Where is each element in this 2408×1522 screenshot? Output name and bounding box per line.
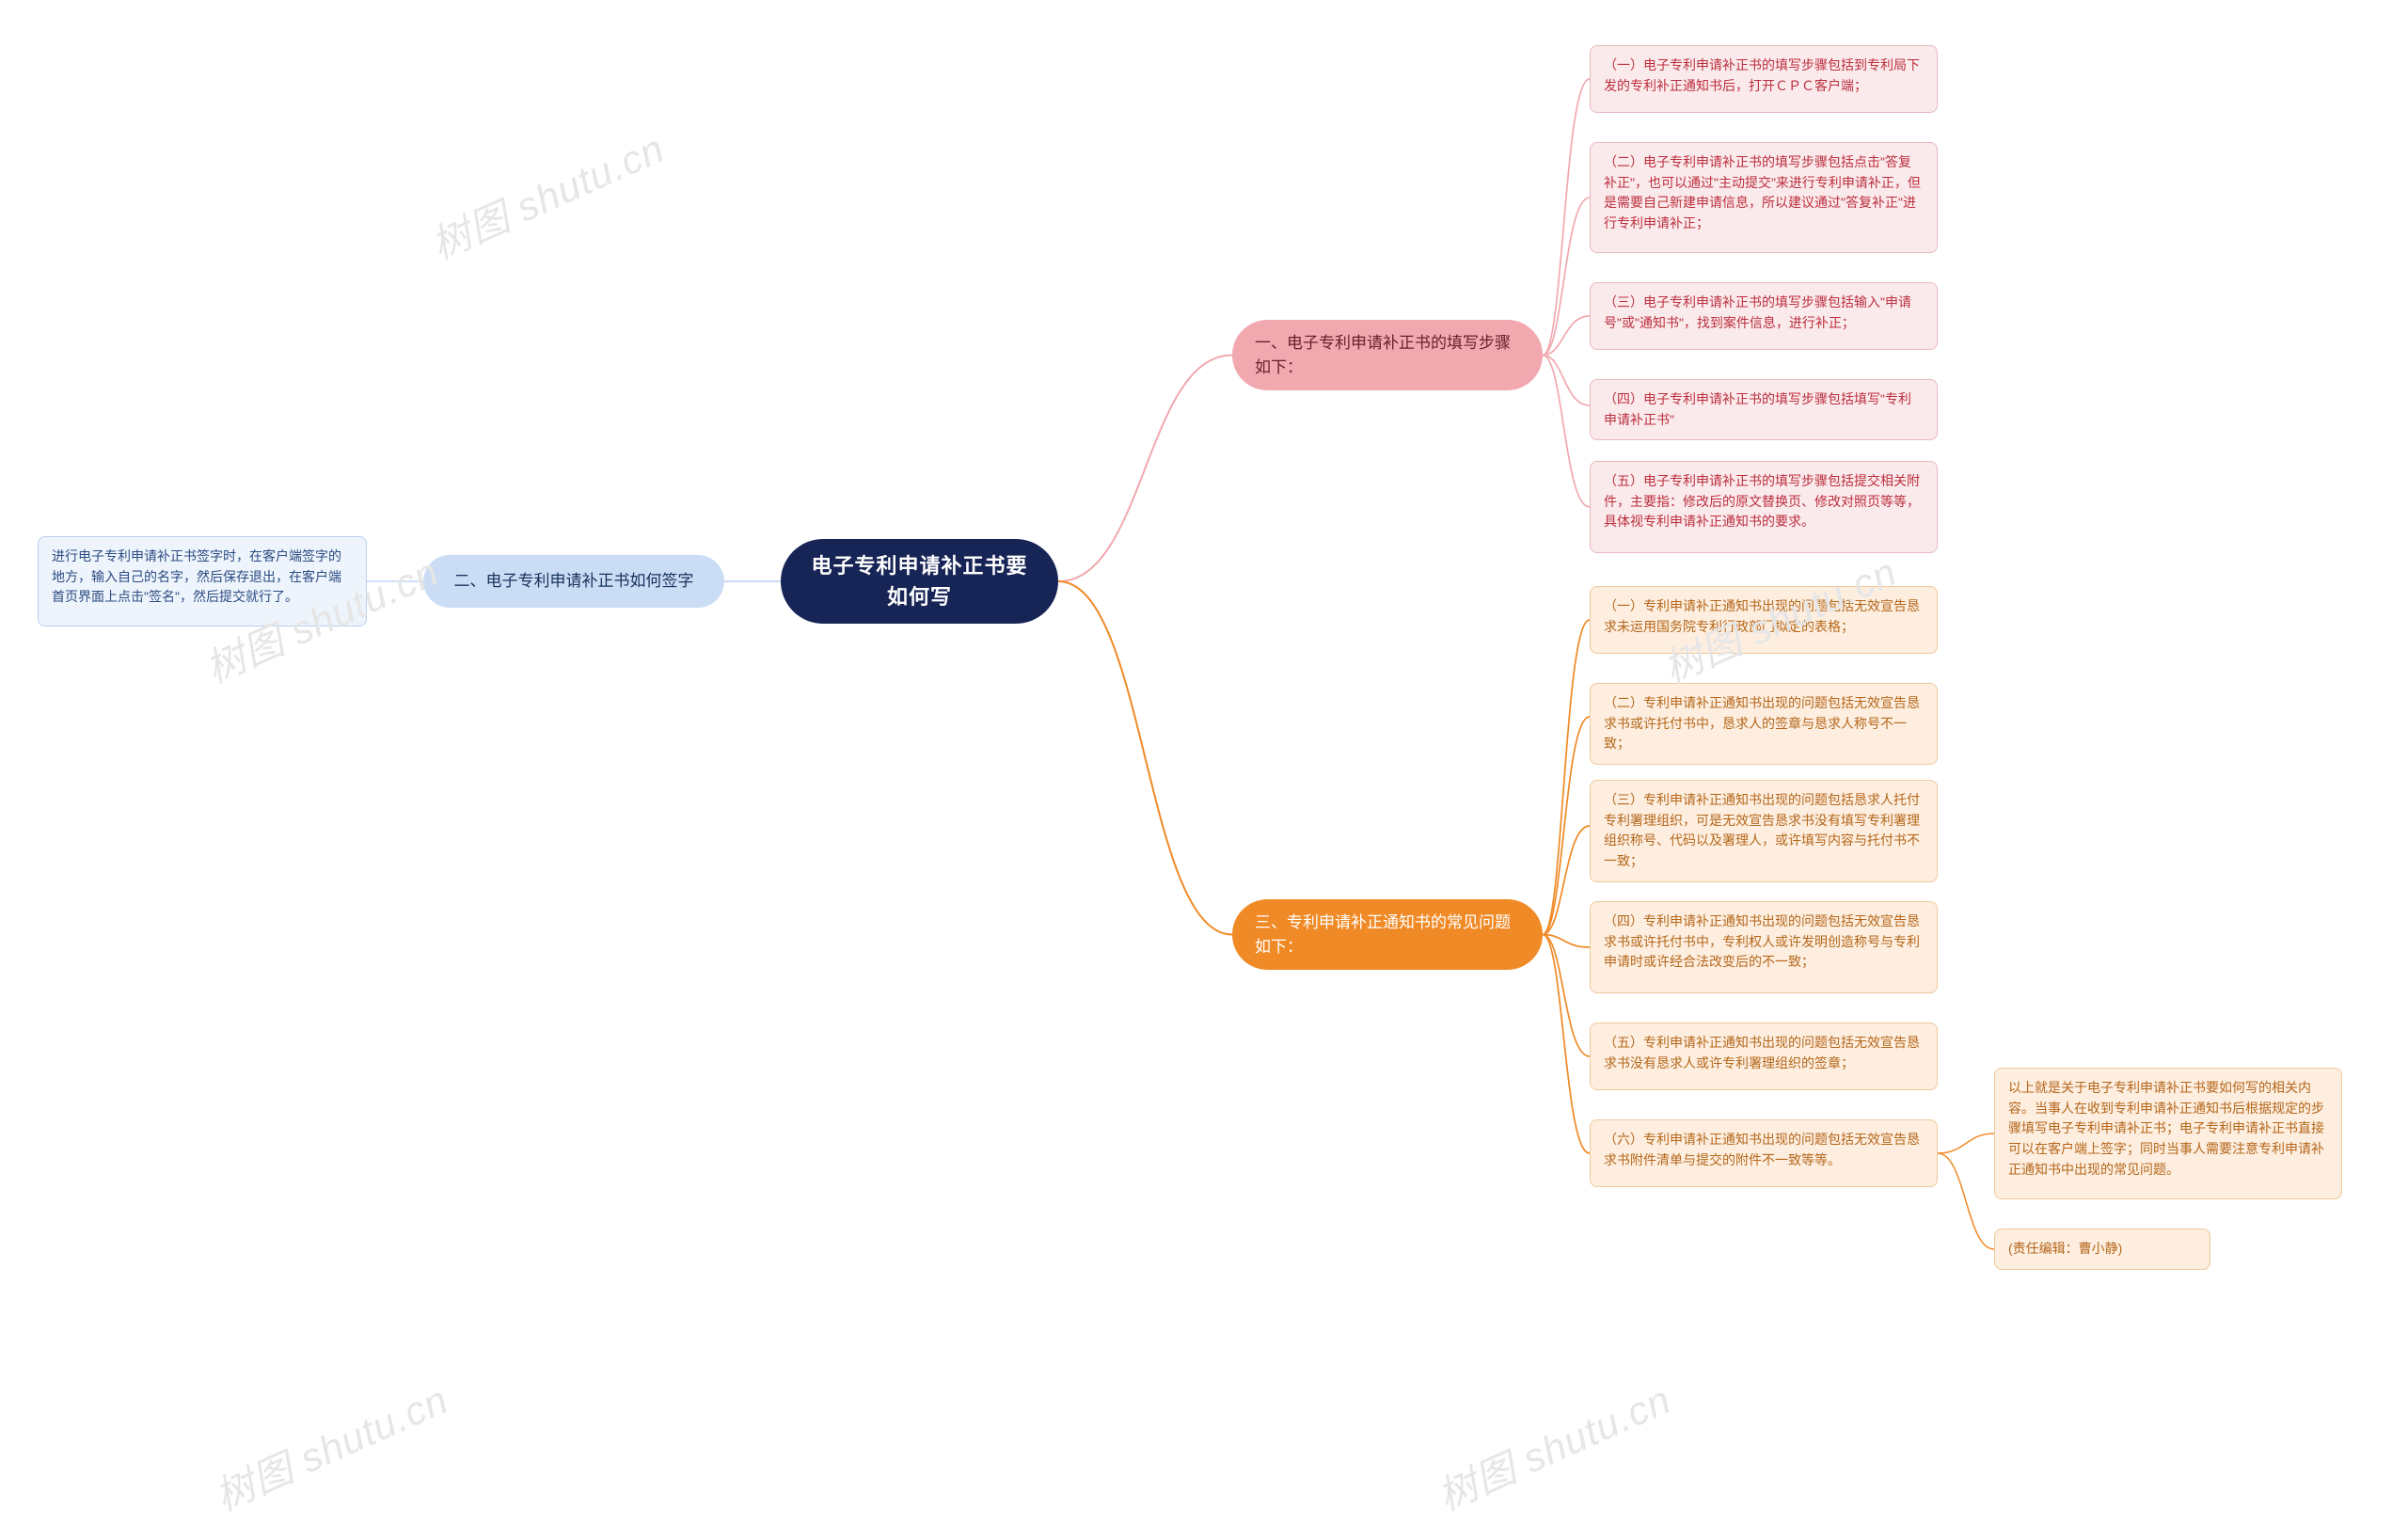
- branch-3-leaf-4[interactable]: （五）专利申请补正通知书出现的问题包括无效宣告恳求书没有恳求人或许专利署理组织的…: [1590, 1023, 1938, 1090]
- branch-3-leaf-5[interactable]: （六）专利申请补正通知书出现的问题包括无效宣告恳求书附件清单与提交的附件不一致等…: [1590, 1119, 1938, 1187]
- watermark-3: 树图 shutu.cn: [1428, 1369, 1679, 1522]
- branch-3-leaf-3[interactable]: （四）专利申请补正通知书出现的问题包括无效宣告恳求书或许托付书中，专利权人或许发…: [1590, 901, 1938, 993]
- branch-3-leaf-1[interactable]: （二）专利申请补正通知书出现的问题包括无效宣告恳求书或许托付书中，恳求人的签章与…: [1590, 683, 1938, 765]
- root-node[interactable]: 电子专利申请补正书要如何写: [781, 539, 1058, 624]
- watermark-2: 树图 shutu.cn: [205, 1369, 456, 1522]
- branch-1-label: 一、电子专利申请补正书的填写步骤如下：: [1255, 331, 1520, 379]
- branch-1-leaf-4[interactable]: （五）电子专利申请补正书的填写步骤包括提交相关附件，主要指：修改后的原文替换页、…: [1590, 461, 1938, 553]
- connectors: [0, 0, 2408, 1514]
- mindmap-canvas: 电子专利申请补正书要如何写 一、电子专利申请补正书的填写步骤如下： 二、电子专利…: [0, 0, 2408, 1514]
- branch-2-leaf-0[interactable]: 进行电子专利申请补正书签字时，在客户端签字的地方，输入自己的名字，然后保存退出，…: [38, 536, 367, 626]
- watermark-4: 树图 shutu.cn: [421, 118, 673, 272]
- branch-1-leaf-1[interactable]: （二）电子专利申请补正书的填写步骤包括点击"答复补正"，也可以通过"主动提交"来…: [1590, 142, 1938, 253]
- branch-3-label: 三、专利申请补正通知书的常见问题如下：: [1255, 911, 1520, 959]
- branch-3[interactable]: 三、专利申请补正通知书的常见问题如下：: [1232, 899, 1543, 970]
- branch-3-sub-leaf-0[interactable]: 以上就是关于电子专利申请补正书要如何写的相关内容。当事人在收到专利申请补正通知书…: [1994, 1068, 2342, 1199]
- root-label: 电子专利申请补正书要如何写: [809, 550, 1030, 612]
- branch-3-leaf-2[interactable]: （三）专利申请补正通知书出现的问题包括恳求人托付专利署理组织，可是无效宣告恳求书…: [1590, 780, 1938, 882]
- branch-2-label: 二、电子专利申请补正书如何签字: [454, 569, 694, 594]
- branch-3-leaf-0[interactable]: （一）专利申请补正通知书出现的问题包括无效宣告恳求未运用国务院专利行政部门拟定的…: [1590, 586, 1938, 654]
- branch-1[interactable]: 一、电子专利申请补正书的填写步骤如下：: [1232, 320, 1543, 390]
- branch-1-leaf-3[interactable]: （四）电子专利申请补正书的填写步骤包括填写"专利申请补正书": [1590, 379, 1938, 440]
- branch-1-leaf-0[interactable]: （一）电子专利申请补正书的填写步骤包括到专利局下发的专利补正通知书后，打开ＣＰＣ…: [1590, 45, 1938, 113]
- branch-1-leaf-2[interactable]: （三）电子专利申请补正书的填写步骤包括输入"申请号"或"通知书"，找到案件信息，…: [1590, 282, 1938, 350]
- branch-2[interactable]: 二、电子专利申请补正书如何签字: [423, 555, 724, 608]
- branch-3-sub-leaf-1[interactable]: (责任编辑：曹小静): [1994, 1229, 2210, 1270]
